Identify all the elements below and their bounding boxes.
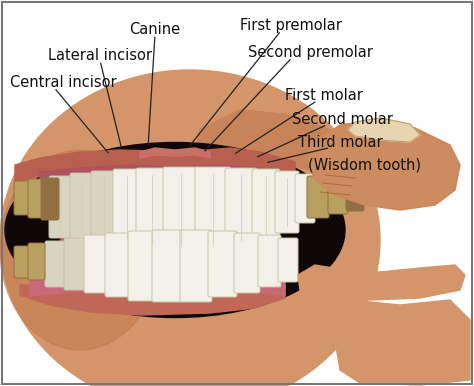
FancyBboxPatch shape — [252, 169, 280, 241]
FancyBboxPatch shape — [84, 235, 108, 293]
Polygon shape — [308, 120, 460, 210]
Polygon shape — [308, 120, 460, 210]
FancyBboxPatch shape — [128, 231, 157, 301]
FancyBboxPatch shape — [91, 171, 117, 241]
FancyBboxPatch shape — [14, 181, 30, 215]
Text: (Wisdom tooth): (Wisdom tooth) — [308, 158, 421, 173]
Ellipse shape — [0, 150, 160, 350]
FancyBboxPatch shape — [45, 241, 65, 287]
Polygon shape — [30, 272, 285, 296]
Ellipse shape — [5, 142, 345, 318]
Polygon shape — [20, 277, 285, 315]
FancyBboxPatch shape — [234, 233, 260, 293]
Text: Canine: Canine — [129, 22, 181, 37]
FancyBboxPatch shape — [41, 178, 59, 220]
FancyBboxPatch shape — [195, 167, 231, 253]
FancyBboxPatch shape — [346, 181, 364, 211]
Text: Second premolar: Second premolar — [248, 45, 373, 60]
Ellipse shape — [135, 220, 215, 270]
FancyBboxPatch shape — [163, 167, 199, 253]
FancyBboxPatch shape — [328, 178, 348, 214]
FancyBboxPatch shape — [136, 168, 168, 250]
FancyBboxPatch shape — [180, 230, 212, 302]
FancyBboxPatch shape — [278, 238, 298, 282]
FancyBboxPatch shape — [225, 168, 257, 248]
Text: Third molar: Third molar — [298, 135, 383, 150]
Text: Second molar: Second molar — [292, 112, 393, 127]
Polygon shape — [335, 300, 470, 385]
Text: First molar: First molar — [285, 88, 363, 103]
Text: Central incisor: Central incisor — [10, 75, 117, 90]
FancyBboxPatch shape — [49, 176, 71, 238]
Polygon shape — [60, 210, 275, 268]
FancyBboxPatch shape — [275, 171, 299, 233]
Polygon shape — [348, 118, 420, 142]
Ellipse shape — [0, 70, 380, 386]
FancyBboxPatch shape — [295, 174, 315, 223]
Polygon shape — [195, 110, 370, 185]
FancyBboxPatch shape — [105, 233, 131, 297]
Polygon shape — [140, 148, 210, 158]
FancyBboxPatch shape — [14, 246, 30, 278]
FancyBboxPatch shape — [113, 169, 141, 245]
FancyBboxPatch shape — [307, 176, 329, 218]
FancyBboxPatch shape — [28, 243, 45, 280]
Polygon shape — [40, 165, 295, 188]
FancyBboxPatch shape — [208, 231, 237, 297]
FancyBboxPatch shape — [28, 179, 45, 218]
Polygon shape — [15, 148, 295, 182]
Text: First premolar: First premolar — [240, 18, 342, 33]
FancyBboxPatch shape — [258, 235, 281, 287]
Polygon shape — [195, 110, 370, 185]
FancyBboxPatch shape — [70, 173, 94, 239]
Text: Lateral incisor: Lateral incisor — [48, 48, 152, 63]
FancyBboxPatch shape — [64, 238, 86, 290]
Polygon shape — [298, 265, 465, 300]
FancyBboxPatch shape — [152, 230, 184, 302]
